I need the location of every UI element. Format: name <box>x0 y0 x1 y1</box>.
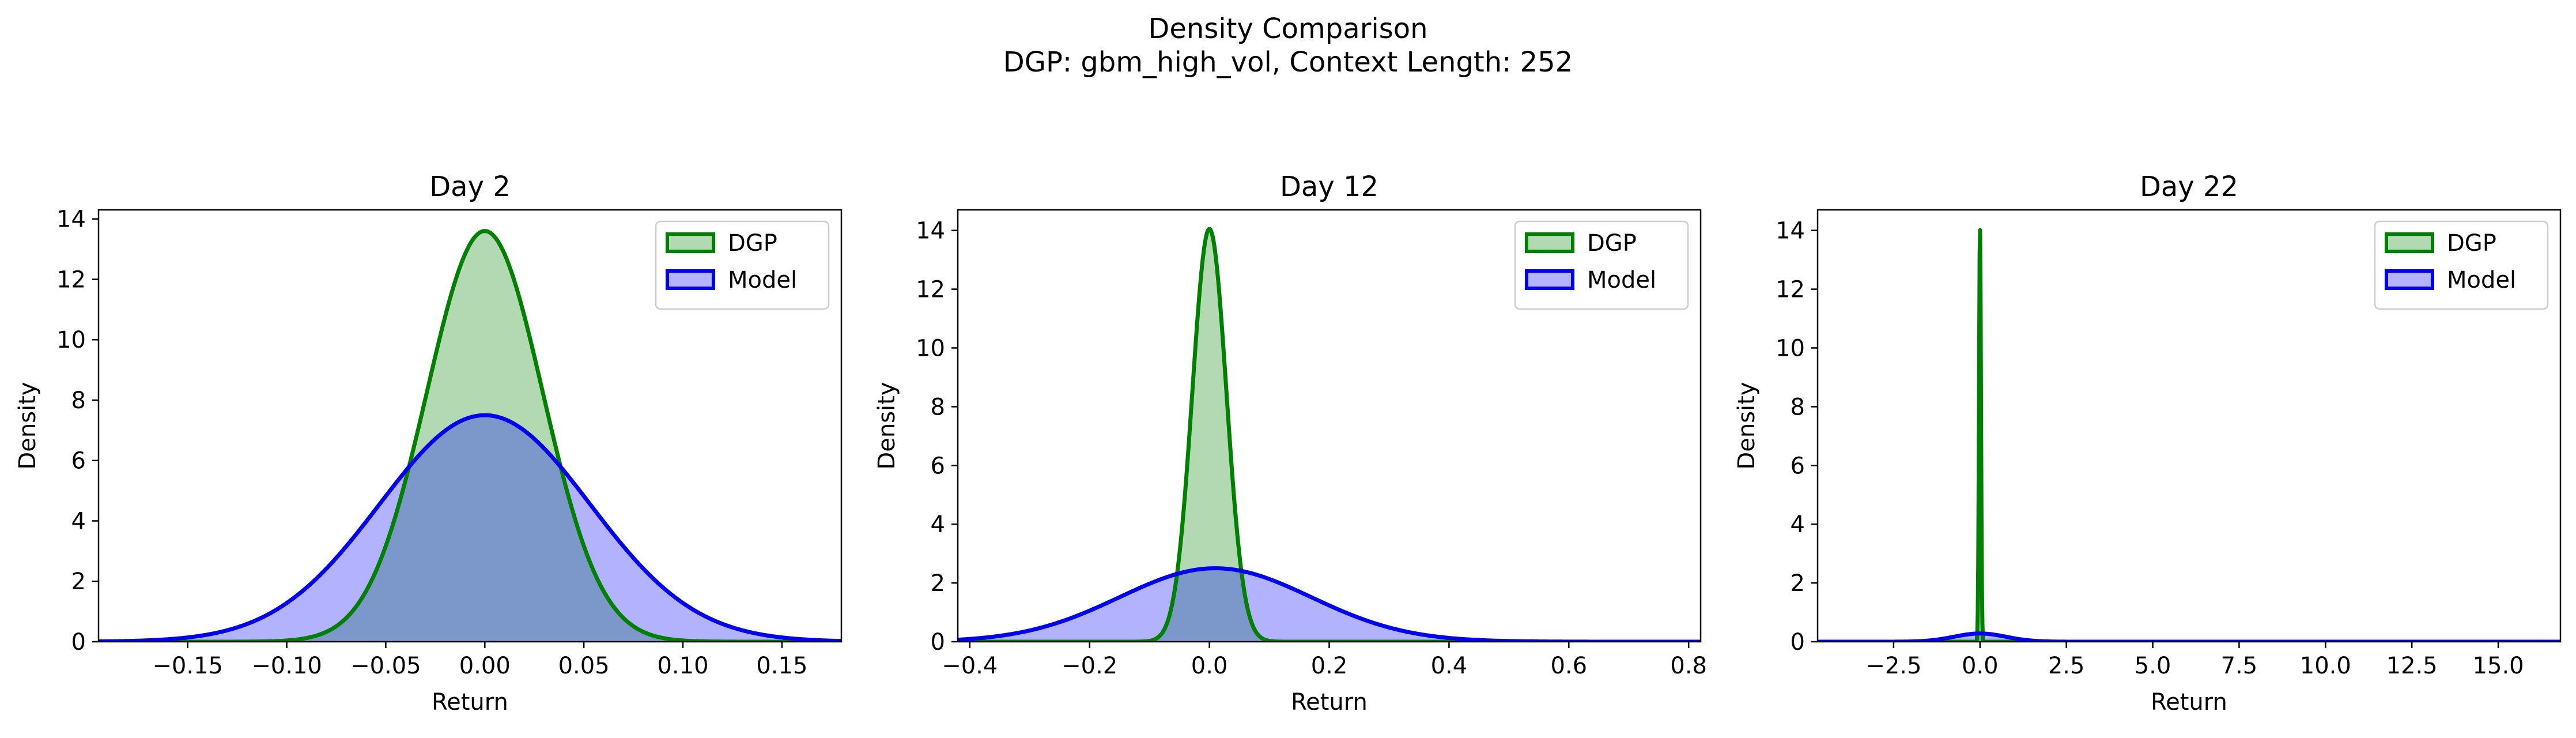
x-axis-label: Return <box>432 689 508 716</box>
x-tick-label: 12.5 <box>2386 653 2438 679</box>
x-tick-label: −0.15 <box>152 653 223 679</box>
x-tick-label: 0.6 <box>1550 653 1587 679</box>
model-legend-swatch <box>1525 269 1574 290</box>
y-tick-label: 10 <box>56 327 86 353</box>
x-tick-label: 7.5 <box>2221 653 2258 679</box>
y-tick-label: 14 <box>56 206 86 233</box>
y-axis-label: Density <box>14 382 41 469</box>
y-tick-label: 4 <box>1791 511 1805 538</box>
subplot-title: Day 12 <box>1280 171 1378 203</box>
y-axis-label: Density <box>1733 382 1760 469</box>
plot-area <box>1818 228 2560 642</box>
y-tick-label: 10 <box>916 335 945 362</box>
axes-frame <box>1816 209 2562 643</box>
x-tick-label: 5.0 <box>2135 653 2171 679</box>
y-tick-label: 8 <box>931 394 945 420</box>
x-tick-label: 0.2 <box>1311 653 1348 679</box>
dgp-legend-label: DGP <box>1587 230 1637 257</box>
y-axis-label: Density <box>874 382 900 469</box>
subplot-1: −0.15 −0.10 −0.05 0.00 0.05 0.10 0.15 0 2 4 6 8 10 12… <box>14 171 843 716</box>
y-tick-label: 0 <box>931 629 945 656</box>
model-density-fill <box>99 415 841 642</box>
y-tick-label: 0 <box>71 629 86 656</box>
y-tick-label: 4 <box>71 508 86 534</box>
y-tick-label: 0 <box>1791 629 1805 656</box>
y-tick-label: 4 <box>931 511 945 538</box>
dgp-legend-label: DGP <box>728 230 777 257</box>
y-tick-label: 2 <box>71 568 86 595</box>
dgp-legend-label: DGP <box>2447 230 2496 257</box>
model-legend-swatch <box>666 269 715 290</box>
y-tick-label: 14 <box>1776 218 1805 244</box>
x-tick-label: 10.0 <box>2300 653 2351 679</box>
model-legend-label: Model <box>728 267 797 293</box>
x-tick-label: −0.4 <box>942 653 998 679</box>
figure-subtitle: DGP: gbm_high_vol, Context Length: 252 <box>1003 46 1573 78</box>
x-tick-label: 0.00 <box>459 653 511 679</box>
axes-frame <box>97 209 843 643</box>
x-tick-label: 0.15 <box>756 653 807 679</box>
x-tick-label: 0.4 <box>1431 653 1468 679</box>
x-tick-label: −2.5 <box>1865 653 1921 679</box>
x-tick-label: 0.10 <box>657 653 708 679</box>
y-tick-label: 8 <box>71 387 86 414</box>
x-tick-label: −0.05 <box>350 653 421 679</box>
subplot-title: Day 2 <box>429 171 511 203</box>
dgp-density-fill <box>99 231 841 642</box>
legend: DGP Model <box>2374 220 2549 310</box>
model-density-fill <box>1818 633 2560 642</box>
x-axis-label: Return <box>2151 689 2227 716</box>
subplot-3: −2.5 0.0 2.5 5.0 7.5 10.0 12.5 15.0 0 2 4 6 8 10 12 14 D… <box>1733 171 2562 716</box>
x-tick-label: 0.0 <box>1191 653 1228 679</box>
model-legend-swatch <box>2385 269 2434 290</box>
dgp-legend-swatch <box>666 232 715 253</box>
y-tick-label: 6 <box>1791 453 1805 479</box>
x-tick-label: 0.0 <box>1962 653 1999 679</box>
x-axis-label: Return <box>1291 689 1368 716</box>
subplot-title: Day 22 <box>2140 171 2238 203</box>
y-tick-label: 12 <box>916 277 945 303</box>
x-tick-label: 0.05 <box>558 653 610 679</box>
model-density-line <box>99 413 841 642</box>
y-tick-label: 10 <box>1776 335 1805 362</box>
legend: DGP Model <box>1514 220 1689 310</box>
x-tick-label: 0.8 <box>1670 653 1707 679</box>
x-tick-label: 2.5 <box>2048 653 2085 679</box>
y-tick-label: 12 <box>1776 277 1805 303</box>
y-tick-label: 12 <box>56 266 86 293</box>
model-legend-label: Model <box>1587 267 1656 293</box>
x-tick-label: −0.10 <box>251 653 322 679</box>
dgp-legend-swatch <box>2385 232 2434 253</box>
x-tick-label: 15.0 <box>2473 653 2524 679</box>
model-legend-label: Model <box>2447 267 2516 293</box>
y-tick-label: 14 <box>916 218 945 244</box>
legend: DGP Model <box>655 220 830 310</box>
y-tick-label: 2 <box>931 570 945 597</box>
y-tick-label: 6 <box>931 453 945 479</box>
y-tick-label: 8 <box>1791 394 1805 420</box>
model-density-line <box>1818 631 2560 642</box>
subplot-2: −0.4 −0.2 0.0 0.2 0.4 0.6 0.8 0 2 4 6 8 10 12 14 Day 12… <box>874 171 1707 716</box>
x-tick-label: −0.2 <box>1062 653 1117 679</box>
y-tick-label: 6 <box>71 448 86 475</box>
figure-title: Density Comparison <box>1148 13 1427 45</box>
y-tick-label: 2 <box>1791 570 1805 597</box>
dgp-legend-swatch <box>1525 232 1574 253</box>
